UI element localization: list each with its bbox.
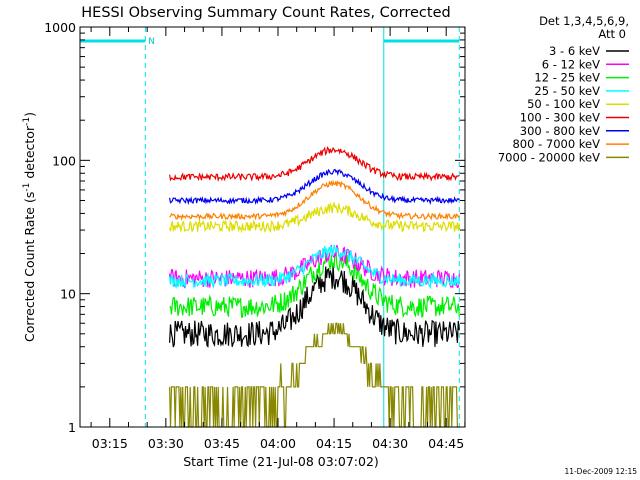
legend-label: 300 - 800 keV bbox=[520, 124, 600, 138]
plot-frame bbox=[79, 26, 466, 428]
y-axis-label: Corrected Count Rate (s-1 detector-1) bbox=[22, 112, 37, 342]
x-tick-label: 04:45 bbox=[428, 436, 464, 451]
legend-label: 6 - 12 keV bbox=[542, 57, 600, 71]
x-tick-label: 03:45 bbox=[204, 436, 240, 451]
x-tick-label: 03:15 bbox=[92, 436, 128, 451]
legend-label: 7000 - 20000 keV bbox=[498, 150, 600, 164]
y-axis-label-sup2: -1 bbox=[22, 117, 32, 126]
series-line-50-100-kev bbox=[169, 201, 460, 234]
x-tick-label: 04:00 bbox=[260, 436, 296, 451]
y-axis-label-end: ) bbox=[22, 112, 37, 117]
legend-label: 3 - 6 keV bbox=[549, 44, 600, 58]
chart-title: HESSI Observing Summary Count Rates, Cor… bbox=[81, 5, 450, 21]
legend-header-line2: Att 0 bbox=[598, 27, 626, 41]
series-line-800-7000-kev bbox=[169, 179, 460, 222]
series-line-100-300-kev bbox=[169, 146, 460, 183]
x-tick-label: 04:15 bbox=[316, 436, 352, 451]
x-axis-label: Start Time (21-Jul-08 03:07:02) bbox=[183, 454, 379, 469]
y-axis-label-main: Corrected Count Rate (s bbox=[22, 192, 37, 342]
y-axis-label-sup1: -1 bbox=[22, 183, 32, 192]
y-tick-label: 100 bbox=[52, 153, 76, 168]
series-line-25-50-kev bbox=[169, 244, 460, 290]
legend-header-line1: Det 1,3,4,5,6,9, bbox=[539, 14, 629, 28]
series-line-7000-20000-kev bbox=[169, 322, 460, 428]
series-line-3-6-kev bbox=[169, 264, 460, 348]
y-axis: 1 10 100 1000 bbox=[44, 20, 465, 435]
x-tick-label: 03:30 bbox=[148, 436, 184, 451]
y-tick-label: 1000 bbox=[44, 20, 76, 35]
legend-label: 12 - 25 keV bbox=[534, 71, 600, 85]
x-tick-label: 04:30 bbox=[372, 436, 408, 451]
legend-label: 25 - 50 keV bbox=[534, 84, 600, 98]
y-tick-label: 10 bbox=[60, 287, 76, 302]
y-axis-label-mid: detector bbox=[22, 125, 37, 183]
night-marker-label: N bbox=[148, 37, 155, 47]
series-line-6-12-kev bbox=[169, 244, 460, 289]
series-line-300-800-kev bbox=[169, 168, 460, 206]
footer-timestamp: 11-Dec-2009 12:15 bbox=[564, 467, 637, 476]
legend-label: 50 - 100 keV bbox=[527, 97, 600, 111]
series-layer bbox=[169, 146, 460, 428]
series-line-12-25-kev bbox=[169, 250, 460, 319]
y-tick-label: 1 bbox=[68, 420, 76, 435]
legend-label: 100 - 300 keV bbox=[520, 111, 600, 125]
x-axis: 03:15 03:30 03:45 04:00 04:15 04:30 04:45 bbox=[90, 27, 466, 451]
legend-label: 800 - 7000 keV bbox=[512, 137, 600, 151]
